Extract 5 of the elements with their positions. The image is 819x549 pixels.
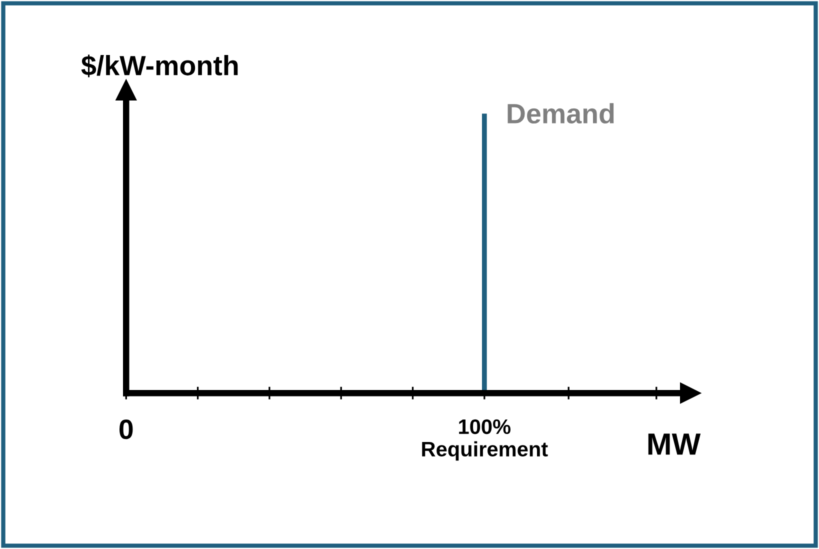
x-tick-label: 100% Requirement	[422, 419, 548, 461]
x-axis-title: MW	[648, 434, 701, 455]
x-tick-label: 0	[120, 420, 133, 440]
y-axis-title: $/kW-month	[81, 54, 238, 78]
series-label: Demand	[508, 103, 614, 124]
